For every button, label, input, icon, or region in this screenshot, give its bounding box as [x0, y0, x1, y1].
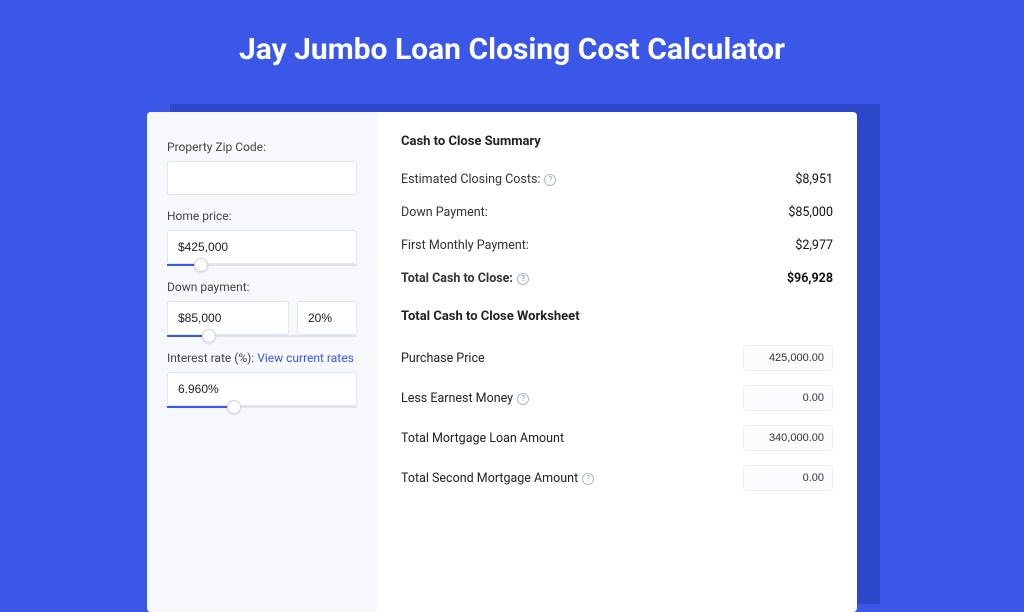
home-price-slider[interactable]: [167, 264, 357, 266]
summary-row-label: First Monthly Payment:: [401, 238, 529, 253]
summary-row-total: Total Cash to Close:? $96,928: [401, 262, 833, 295]
zip-label: Property Zip Code:: [167, 140, 357, 154]
summary-title: Cash to Close Summary: [401, 134, 833, 149]
home-price-label: Home price:: [167, 209, 357, 223]
worksheet-row-label: Total Mortgage Loan Amount: [401, 431, 564, 446]
view-rates-link[interactable]: View current rates: [257, 351, 354, 365]
interest-rate-input[interactable]: [167, 372, 357, 406]
page-title: Jay Jumbo Loan Closing Cost Calculator: [0, 0, 1024, 91]
interest-rate-field-group: Interest rate (%): View current rates: [167, 351, 357, 408]
worksheet-title: Total Cash to Close Worksheet: [401, 309, 833, 324]
worksheet-section: Total Cash to Close Worksheet Purchase P…: [401, 309, 833, 498]
summary-panel: Cash to Close Summary Estimated Closing …: [377, 112, 857, 612]
down-payment-pct-input[interactable]: [297, 301, 357, 335]
worksheet-row: Less Earnest Money?: [401, 378, 833, 418]
interest-rate-slider-thumb[interactable]: [227, 400, 241, 414]
interest-rate-label: Interest rate (%): View current rates: [167, 351, 357, 365]
inputs-panel: Property Zip Code: Home price: Down paym…: [147, 112, 377, 612]
down-payment-label: Down payment:: [167, 280, 357, 294]
summary-row-label: Total Cash to Close:?: [401, 271, 529, 286]
home-price-field-group: Home price:: [167, 209, 357, 266]
summary-row: Estimated Closing Costs:? $8,951: [401, 163, 833, 196]
interest-rate-label-prefix: Interest rate (%):: [167, 351, 257, 365]
help-icon[interactable]: ?: [517, 393, 529, 405]
down-payment-field-group: Down payment:: [167, 280, 357, 337]
down-payment-slider-thumb[interactable]: [202, 329, 216, 343]
down-payment-input[interactable]: [167, 301, 289, 335]
worksheet-amount-input[interactable]: [743, 345, 833, 371]
calculator-card: Property Zip Code: Home price: Down paym…: [147, 112, 857, 612]
summary-row-label: Down Payment:: [401, 205, 488, 220]
help-icon[interactable]: ?: [582, 473, 594, 485]
help-icon[interactable]: ?: [544, 174, 556, 186]
down-payment-slider[interactable]: [167, 335, 357, 337]
summary-row-label: Estimated Closing Costs:?: [401, 172, 556, 187]
worksheet-amount-input[interactable]: [743, 425, 833, 451]
home-price-slider-thumb[interactable]: [194, 258, 208, 272]
worksheet-amount-input[interactable]: [743, 385, 833, 411]
worksheet-row: Total Mortgage Loan Amount: [401, 418, 833, 458]
interest-rate-slider[interactable]: [167, 406, 357, 408]
worksheet-row: Purchase Price: [401, 338, 833, 378]
worksheet-row: Total Second Mortgage Amount?: [401, 458, 833, 498]
worksheet-row-label: Less Earnest Money?: [401, 391, 529, 406]
summary-row-value: $85,000: [788, 205, 833, 220]
help-icon[interactable]: ?: [517, 273, 529, 285]
zip-field-group: Property Zip Code:: [167, 140, 357, 195]
summary-row-value: $2,977: [795, 238, 833, 253]
summary-row-value: $8,951: [795, 172, 833, 187]
worksheet-row-label: Total Second Mortgage Amount?: [401, 471, 594, 486]
zip-input[interactable]: [167, 161, 357, 195]
summary-row: Down Payment: $85,000: [401, 196, 833, 229]
summary-row: First Monthly Payment: $2,977: [401, 229, 833, 262]
worksheet-amount-input[interactable]: [743, 465, 833, 491]
summary-row-value: $96,928: [787, 271, 833, 286]
worksheet-row-label: Purchase Price: [401, 351, 485, 366]
